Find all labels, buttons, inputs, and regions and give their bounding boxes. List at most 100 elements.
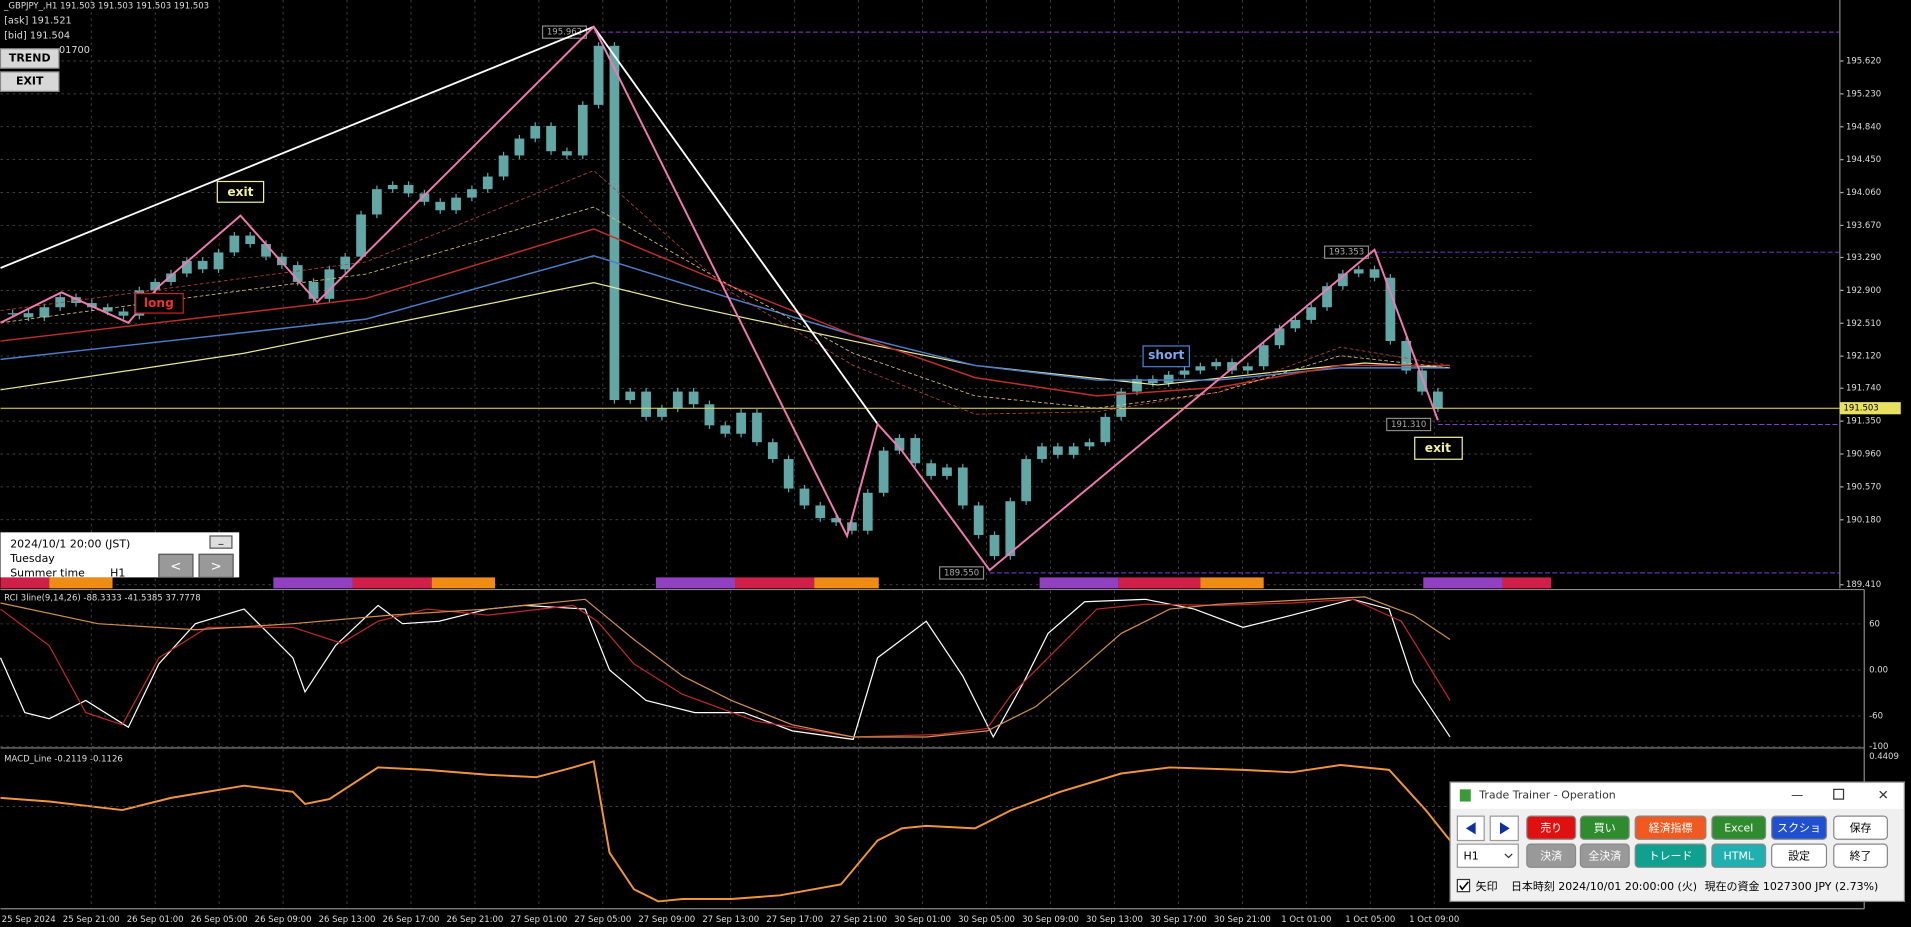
rci-line <box>0 596 1451 738</box>
y-tick-label: 192.120 <box>1846 352 1881 362</box>
trend-button[interactable] <box>0 48 60 69</box>
window-maximize[interactable] <box>1833 788 1845 800</box>
candle <box>910 437 921 464</box>
minimize-button[interactable] <box>209 535 233 549</box>
candle <box>894 437 905 451</box>
candle <box>862 492 873 531</box>
candle <box>451 197 461 211</box>
next-label[interactable]: > <box>210 559 221 574</box>
info-season: Summer time <box>10 567 85 580</box>
rci-line <box>0 598 1451 738</box>
dialog-button-label[interactable]: スクショ <box>1777 821 1821 834</box>
info-timeframe: H1 <box>110 567 125 580</box>
session <box>49 577 113 589</box>
rci-label: RCI 3line(9,14,26) -88.3333 -41.5385 37.… <box>4 594 201 604</box>
session <box>1423 577 1503 589</box>
arrow-check-label[interactable]: 矢印 <box>1476 879 1498 893</box>
timeframe-select-label[interactable]: H1 <box>1463 849 1478 862</box>
short-signal <box>1142 345 1190 368</box>
dialog-button-label[interactable]: 決済 <box>1540 849 1562 862</box>
candle <box>1337 273 1348 287</box>
macd-line <box>0 760 1451 903</box>
next-button[interactable] <box>198 553 234 579</box>
candle <box>197 260 208 270</box>
dialog-button[interactable] <box>1634 815 1707 840</box>
swing-label: 195.962 <box>547 28 582 38</box>
candle <box>1369 269 1380 278</box>
dialog-button-label[interactable]: HTML <box>1724 849 1755 862</box>
window-close[interactable]: ✕ <box>1878 788 1889 803</box>
candle <box>672 391 683 409</box>
candle <box>1385 277 1396 341</box>
nav-next-icon[interactable] <box>1500 822 1510 835</box>
candle <box>39 307 50 318</box>
exit-button-label[interactable]: EXIT <box>16 75 44 88</box>
candle <box>799 488 810 506</box>
dialog-button[interactable] <box>1711 815 1767 840</box>
dialog-button[interactable] <box>1833 815 1888 840</box>
candle <box>1052 446 1063 455</box>
candle <box>1100 416 1111 443</box>
dialog-button[interactable] <box>1526 815 1577 840</box>
minimize-label[interactable]: _ <box>218 535 224 546</box>
window-minimize[interactable]: — <box>1791 788 1803 802</box>
checkmark[interactable] <box>1459 881 1469 891</box>
candle <box>752 412 762 443</box>
dialog-button-label[interactable]: 終了 <box>1850 849 1872 862</box>
dialog-button[interactable] <box>1634 843 1707 868</box>
candle <box>498 155 509 177</box>
dialog-button[interactable] <box>1833 843 1888 868</box>
dialog-button-label[interactable]: 経済指標 <box>1649 820 1693 834</box>
candle <box>213 252 224 270</box>
x-tick-label: 26 Sep 21:00 <box>447 915 504 925</box>
exit-signal-label: exit <box>1425 441 1451 455</box>
dialog-button-label[interactable]: 売り <box>1540 821 1562 834</box>
dialog-button[interactable] <box>1711 843 1767 868</box>
arrow-checkbox[interactable] <box>1456 878 1471 893</box>
candle <box>1163 374 1174 384</box>
moving-average <box>0 281 1451 391</box>
session <box>814 577 879 589</box>
dialog-button-label[interactable]: トレード <box>1649 849 1693 862</box>
candle <box>926 463 937 476</box>
dialog-button[interactable] <box>1579 815 1630 840</box>
dialog-button-label[interactable]: 全決済 <box>1588 848 1621 862</box>
bid: [bid] 191.504 <box>4 30 70 41</box>
dialog-button-label[interactable]: 保存 <box>1850 820 1872 834</box>
candle <box>118 311 129 316</box>
x-tick-label: 30 Sep 01:00 <box>894 915 951 925</box>
dialog-button-label[interactable]: Excel <box>1724 821 1753 834</box>
dialog-button-label[interactable]: 買い <box>1594 821 1616 834</box>
y-tick-label: 190.960 <box>1846 450 1881 460</box>
counter: 01700 <box>59 45 90 56</box>
prev-label[interactable]: < <box>170 559 181 574</box>
dialog-button[interactable] <box>1526 843 1577 868</box>
moving-average <box>0 228 1451 397</box>
candle <box>989 534 1000 557</box>
macd-tick-label: 0.4409 <box>1869 752 1899 762</box>
candle <box>957 467 968 506</box>
y-tick-label: 195.230 <box>1846 89 1881 99</box>
session <box>735 577 815 589</box>
x-tick-label: 27 Sep 09:00 <box>638 915 695 925</box>
trend-button-label[interactable]: TREND <box>9 51 51 64</box>
prev-button[interactable] <box>158 553 194 579</box>
dialog-button[interactable] <box>1579 843 1630 868</box>
exit-button[interactable] <box>0 71 60 92</box>
rci-tick-label: 0.00 <box>1869 665 1888 675</box>
dialog-button[interactable] <box>1771 815 1828 840</box>
candle <box>736 412 746 434</box>
select-caret[interactable] <box>1504 853 1513 859</box>
candle <box>767 442 778 460</box>
x-tick-label: 27 Sep 13:00 <box>702 915 759 925</box>
dialog-button[interactable] <box>1771 843 1828 868</box>
nav-prev-icon[interactable] <box>1465 822 1476 835</box>
timeframe-select[interactable] <box>1456 843 1519 868</box>
dialog-button-label[interactable]: 設定 <box>1788 849 1810 862</box>
candle <box>625 391 636 401</box>
y-tick-label: 193.670 <box>1846 221 1881 231</box>
candle <box>1179 370 1190 375</box>
candle <box>720 425 731 434</box>
